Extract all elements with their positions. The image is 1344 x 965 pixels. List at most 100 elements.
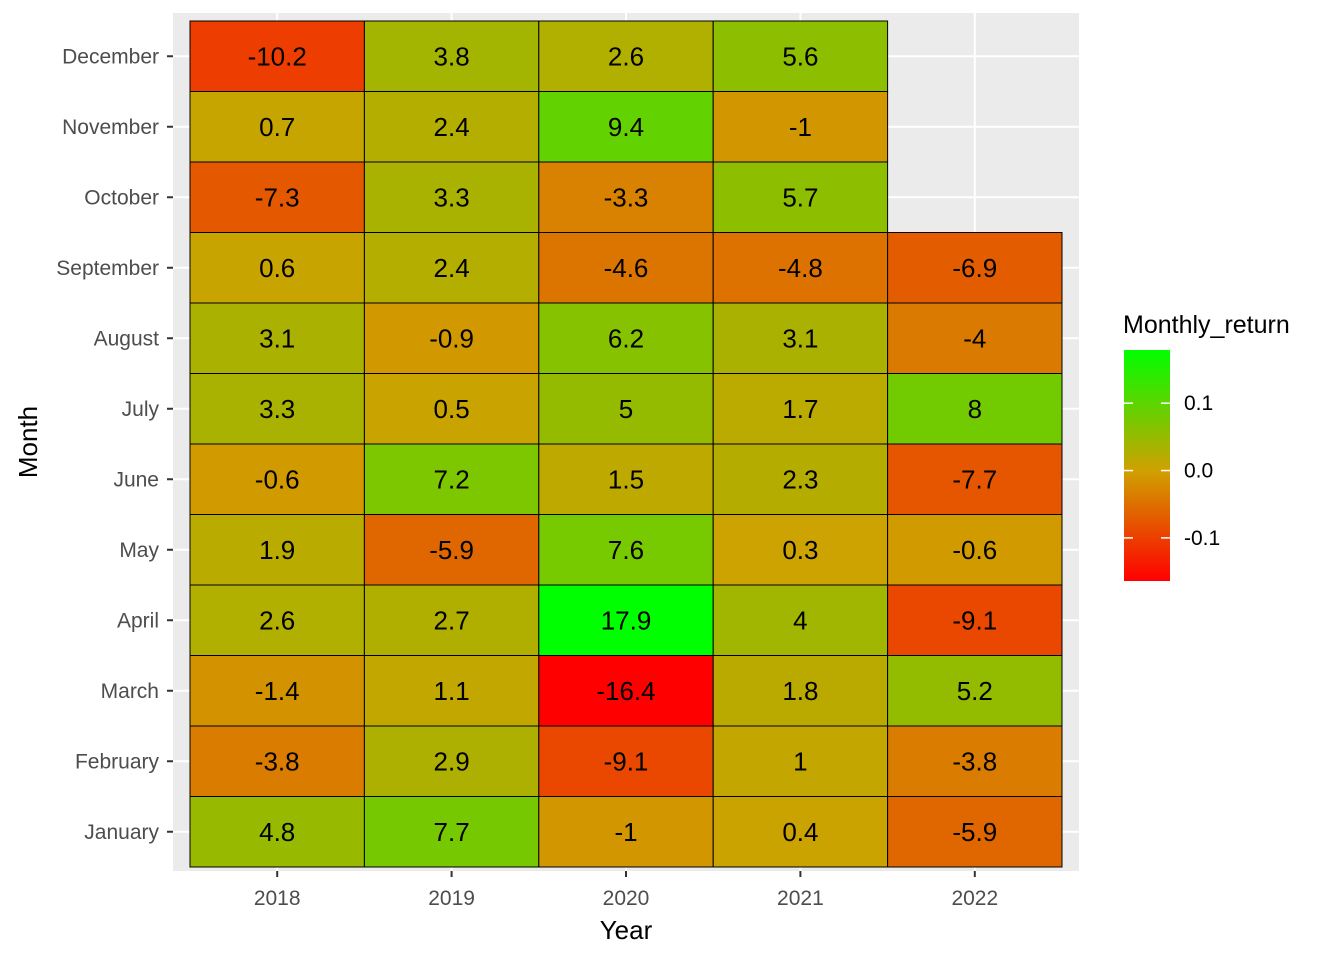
- tile-value-label: -5.9: [952, 817, 997, 847]
- tile-value-label: -9.1: [952, 605, 997, 635]
- y-tick-label: April: [117, 609, 159, 632]
- tile-value-label: 1.5: [608, 464, 644, 494]
- heatmap-tile-january-2020: [538, 796, 714, 868]
- heatmap-tile-april-2020: [538, 584, 714, 656]
- tile-value-label: -1: [789, 112, 812, 142]
- heatmap-tile-august-2020: [538, 302, 714, 374]
- heatmap-tile-august-2019: [363, 302, 540, 374]
- legend: Monthly_return 0.1 0.0 -0.1: [1123, 311, 1290, 581]
- heatmap-tile-october-2021: [712, 161, 889, 233]
- y-tick-label: May: [119, 539, 159, 562]
- y-tick-label: August: [94, 327, 160, 350]
- heatmap-tile-september-2018: [189, 232, 365, 304]
- y-tick-label: July: [122, 398, 160, 421]
- tile-value-label: 7.7: [434, 817, 470, 847]
- heatmap-tile-may-2018: [189, 514, 365, 586]
- legend-ticks: 0.1 0.0 -0.1: [1124, 392, 1220, 550]
- heatmap-tile-september-2021: [712, 232, 889, 304]
- heatmap-tile-july-2020: [538, 373, 714, 445]
- x-tick-label: 2020: [603, 887, 650, 910]
- x-tick-label: 2019: [428, 887, 475, 910]
- heatmap-tile-january-2019: [363, 796, 540, 868]
- heatmap-tile-october-2018: [189, 161, 365, 233]
- tile-value-label: -0.9: [429, 323, 474, 353]
- heatmap-tile-june-2019: [363, 443, 540, 515]
- heatmap-tile-june-2022: [887, 443, 1063, 515]
- tile-value-label: -9.1: [604, 746, 649, 776]
- heatmap-tile-april-2022: [887, 584, 1063, 656]
- tile-value-label: -3.8: [952, 746, 997, 776]
- tile-value-label: 2.6: [608, 41, 644, 71]
- tile-value-label: -7.3: [255, 182, 300, 212]
- tile-value-label: 2.7: [434, 605, 470, 635]
- tile-value-label: 7.2: [434, 464, 470, 494]
- y-tick-label: October: [84, 186, 159, 209]
- heatmap-tile-march-2020: [538, 655, 714, 727]
- heatmap-tile-march-2021: [712, 655, 889, 727]
- tile-value-label: 1.9: [259, 535, 295, 565]
- tile-value-label: -16.4: [596, 676, 655, 706]
- tile-value-label: 4: [793, 605, 807, 635]
- x-tick-label: 2022: [951, 887, 998, 910]
- heatmap-tile-october-2019: [363, 161, 540, 233]
- heatmap-tile-september-2019: [363, 232, 540, 304]
- heatmap-tile-december-2019: [363, 20, 540, 92]
- tile-value-label: 2.6: [259, 605, 295, 635]
- tile-value-label: 5.7: [782, 182, 818, 212]
- heatmap-tile-april-2021: [712, 584, 889, 656]
- tile-value-label: 0.3: [782, 535, 818, 565]
- heatmap-tile-july-2019: [363, 373, 540, 445]
- heatmap-tile-december-2020: [538, 20, 714, 92]
- tile-value-label: -7.7: [952, 464, 997, 494]
- tile-label-layer: 4.8 7.7 -1 0.4 -5.9 -3.8 2.9 -9.1 1 -3.8 -1.4 1.1 -1…: [248, 41, 998, 847]
- heatmap-tile-february-2018: [189, 725, 365, 797]
- heatmap-tile-february-2020: [538, 725, 714, 797]
- heatmap-tile-august-2021: [712, 302, 889, 374]
- tile-value-label: 2.9: [434, 746, 470, 776]
- heatmap-tile-june-2021: [712, 443, 889, 515]
- tile-value-label: -3.8: [255, 746, 300, 776]
- heatmap-tile-july-2021: [712, 373, 889, 445]
- heatmap-tile-september-2020: [538, 232, 714, 304]
- heatmap-tile-september-2022: [887, 232, 1063, 304]
- tile-value-label: 5.2: [957, 676, 993, 706]
- tile-value-label: 3.8: [434, 41, 470, 71]
- tile-value-label: -4.6: [604, 253, 649, 283]
- tile-value-label: 0.7: [259, 112, 295, 142]
- tile-value-label: 1.8: [782, 676, 818, 706]
- heatmap-tile-june-2018: [189, 443, 365, 515]
- tile-value-label: 3.3: [259, 394, 295, 424]
- legend-tick-label: -0.1: [1184, 527, 1220, 550]
- heatmap-tile-february-2021: [712, 725, 889, 797]
- tile-value-label: 2.4: [434, 112, 470, 142]
- tile-value-label: 3.3: [434, 182, 470, 212]
- tile-value-label: -1.4: [255, 676, 300, 706]
- heatmap-tile-march-2022: [887, 655, 1063, 727]
- tile-value-label: 8: [968, 394, 982, 424]
- heatmap-tile-november-2019: [363, 91, 540, 163]
- tile-value-label: 3.1: [782, 323, 818, 353]
- y-tick-label: January: [84, 821, 159, 844]
- tile-value-label: 0.4: [782, 817, 818, 847]
- heatmap-tile-march-2018: [189, 655, 365, 727]
- tile-value-label: 6.2: [608, 323, 644, 353]
- tile-value-label: -5.9: [429, 535, 474, 565]
- legend-colorbar: [1124, 350, 1170, 581]
- y-tick-label: December: [62, 45, 159, 68]
- tile-value-label: -10.2: [248, 41, 307, 71]
- y-tick-label: September: [56, 257, 159, 280]
- legend-title: Monthly_return: [1123, 311, 1290, 339]
- x-axis-title: Year: [600, 915, 653, 945]
- heatmap-tile-july-2022: [887, 373, 1063, 445]
- heatmap-tile-january-2018: [189, 796, 365, 868]
- tile-value-label: 2.3: [782, 464, 818, 494]
- tile-value-label: -4.8: [778, 253, 823, 283]
- legend-tick-label: 0.1: [1184, 392, 1213, 415]
- heatmap-tile-november-2020: [538, 91, 714, 163]
- y-axis: January February March April May June July Augu…: [56, 45, 173, 844]
- tile-value-label: 1.1: [434, 676, 470, 706]
- tile-value-label: 3.1: [259, 323, 295, 353]
- heatmap-tile-april-2019: [363, 584, 540, 656]
